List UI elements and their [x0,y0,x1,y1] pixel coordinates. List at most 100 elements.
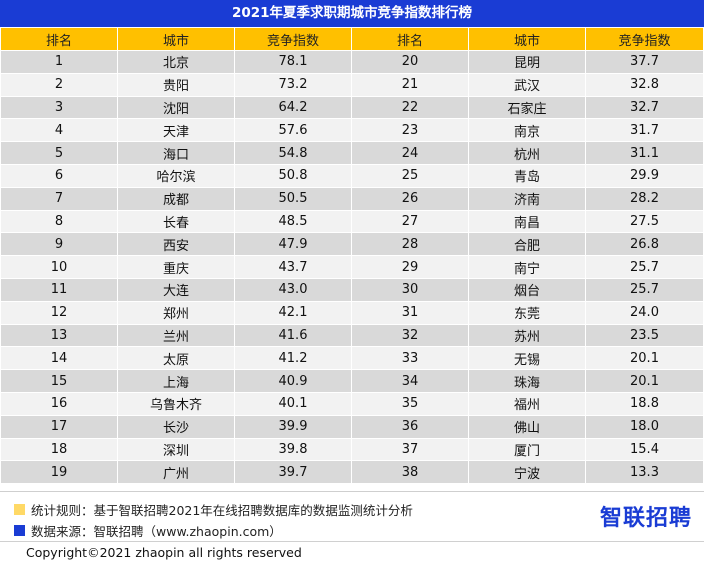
copyright-divider [0,541,704,542]
city-cell: 郑州 [117,300,235,325]
city-cell: 长沙 [117,414,235,439]
city-cell: 深圳 [117,437,235,462]
index-cell: 18.0 [585,414,704,439]
table-row: 7 成都 50.5 26 济南 28.2 [0,186,704,211]
note-rule: 统计规则：基于智联招聘2021年在线招聘数据库的数据监测统计分析 [14,500,413,518]
city-cell: 石家庄 [468,95,586,120]
table-row: 6 哈尔滨 50.8 25 青岛 29.9 [0,163,704,188]
index-cell: 13.3 [585,460,704,485]
index-cell: 27.5 [585,209,704,234]
index-cell: 40.1 [234,391,352,416]
city-cell: 珠海 [468,369,586,393]
rank-cell: 23 [351,118,469,143]
rank-cell: 4 [0,118,118,143]
index-cell: 24.0 [585,300,704,325]
city-cell: 乌鲁木齐 [117,391,235,416]
index-cell: 39.8 [234,437,352,462]
rank-cell: 31 [351,300,469,325]
index-cell: 42.1 [234,300,352,325]
index-cell: 57.6 [234,118,352,143]
ranking-table: 排名 城市 竞争指数 排名 城市 竞争指数 1 北京 78.1 20 昆明 37.7 2 贵阳… [0,27,704,485]
rank-cell: 12 [0,300,118,325]
city-cell: 烟台 [468,277,586,302]
rank-cell: 20 [351,50,469,74]
rank-cell: 9 [0,232,118,257]
table-row: 11 大连 43.0 30 烟台 25.7 [0,277,704,302]
rank-cell: 32 [351,323,469,348]
rank-cell: 35 [351,391,469,416]
city-cell: 杭州 [468,141,586,165]
city-cell: 苏州 [468,323,586,348]
table-row: 15 上海 40.9 34 珠海 20.1 [0,369,704,393]
city-cell: 无锡 [468,346,586,371]
header-rank-right: 排名 [351,27,469,51]
rank-cell: 36 [351,414,469,439]
note-rule-text: 统计规则：基于智联招聘2021年在线招聘数据库的数据监测统计分析 [31,502,413,518]
rank-cell: 18 [0,437,118,462]
index-cell: 25.7 [585,277,704,302]
city-cell: 南宁 [468,255,586,279]
rank-cell: 1 [0,50,118,74]
rank-cell: 33 [351,346,469,371]
city-cell: 长春 [117,209,235,234]
zhaopin-logo: 智联招聘 [599,506,692,531]
index-cell: 41.6 [234,323,352,348]
rank-cell: 24 [351,141,469,165]
header-index-left: 竞争指数 [234,27,352,51]
index-cell: 43.7 [234,255,352,279]
rank-cell: 34 [351,369,469,393]
table-row: 17 长沙 39.9 36 佛山 18.0 [0,414,704,439]
rank-cell: 3 [0,95,118,120]
blue-square-icon [14,524,25,536]
index-cell: 64.2 [234,95,352,120]
city-cell: 东莞 [468,300,586,325]
index-cell: 43.0 [234,277,352,302]
table-row: 8 长春 48.5 27 南昌 27.5 [0,209,704,234]
index-cell: 32.7 [585,95,704,120]
city-cell: 济南 [468,186,586,211]
index-cell: 29.9 [585,163,704,188]
table-row: 1 北京 78.1 20 昆明 37.7 [0,50,704,74]
table-row: 3 沈阳 64.2 22 石家庄 32.7 [0,95,704,120]
city-cell: 重庆 [117,255,235,279]
city-cell: 太原 [117,346,235,371]
index-cell: 54.8 [234,141,352,165]
city-cell: 贵阳 [117,72,235,97]
ranking-body: 1 北京 78.1 20 昆明 37.7 2 贵阳 73.2 21 武汉 32.8 3 沈阳 64.2 22 石… [0,50,704,485]
index-cell: 18.8 [585,391,704,416]
rank-cell: 37 [351,437,469,462]
table-row: 19 广州 39.7 38 宁波 13.3 [0,460,704,485]
table-row: 2 贵阳 73.2 21 武汉 32.8 [0,72,704,97]
header-row: 排名 城市 竞争指数 排名 城市 竞争指数 [0,27,704,51]
index-cell: 40.9 [234,369,352,393]
footer-divider [0,491,704,492]
table-row: 4 天津 57.6 23 南京 31.7 [0,118,704,143]
rank-cell: 29 [351,255,469,279]
city-cell: 兰州 [117,323,235,348]
copyright-text: Copyright©2021 zhaopin all rights reserv… [26,545,302,560]
rank-cell: 10 [0,255,118,279]
index-cell: 20.1 [585,369,704,393]
city-cell: 上海 [117,369,235,393]
index-cell: 31.7 [585,118,704,143]
index-cell: 23.5 [585,323,704,348]
index-cell: 31.1 [585,141,704,165]
city-cell: 大连 [117,277,235,302]
index-cell: 41.2 [234,346,352,371]
city-cell: 广州 [117,460,235,485]
city-cell: 青岛 [468,163,586,188]
rank-cell: 21 [351,72,469,97]
table-row: 12 郑州 42.1 31 东莞 24.0 [0,300,704,325]
rank-cell: 13 [0,323,118,348]
rank-cell: 27 [351,209,469,234]
rank-cell: 19 [0,460,118,485]
header-city-left: 城市 [117,27,235,51]
index-cell: 32.8 [585,72,704,97]
rank-cell: 7 [0,186,118,211]
city-cell: 南昌 [468,209,586,234]
index-cell: 39.9 [234,414,352,439]
index-cell: 26.8 [585,232,704,257]
rank-cell: 17 [0,414,118,439]
index-cell: 50.5 [234,186,352,211]
city-cell: 海口 [117,141,235,165]
